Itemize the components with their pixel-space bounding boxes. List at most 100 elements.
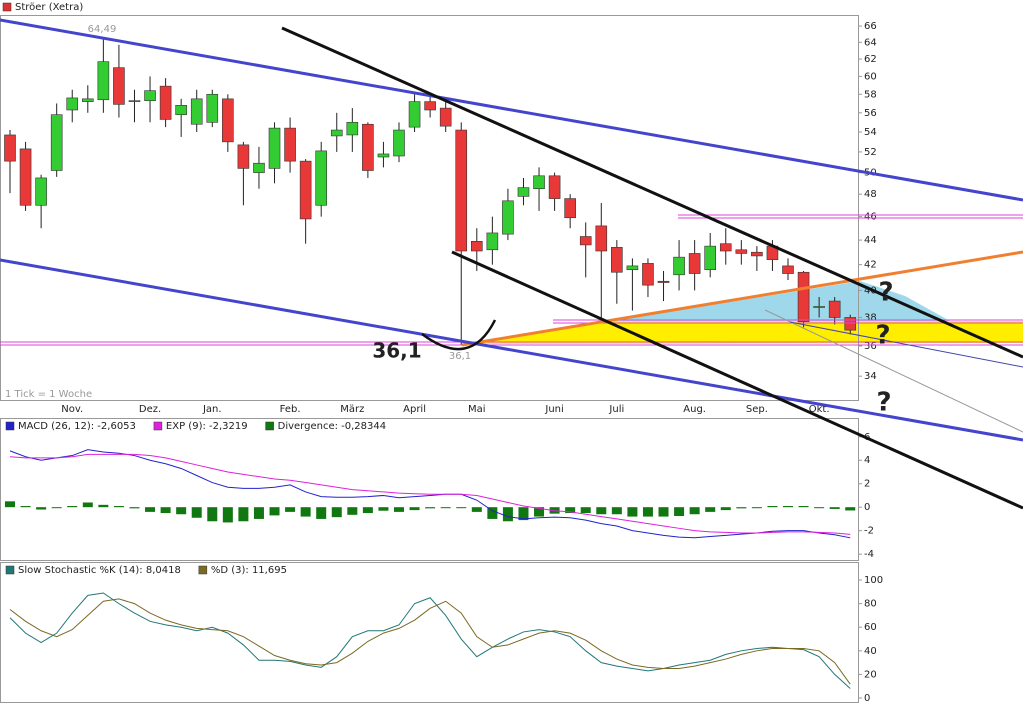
candle-body xyxy=(486,232,499,251)
orange-trend xyxy=(461,250,1023,347)
divergence-bar xyxy=(285,507,296,512)
divergence-bar xyxy=(5,501,15,508)
divergence-bar xyxy=(98,504,109,508)
candle-body xyxy=(66,97,79,111)
candle-body xyxy=(719,243,732,252)
candle-body xyxy=(813,306,825,308)
divergence-bar xyxy=(627,507,638,517)
legend-bg xyxy=(1,419,561,433)
note: 1 Tick = 1 Woche xyxy=(5,389,92,400)
legend-swatch xyxy=(265,421,274,431)
series-line xyxy=(9,592,851,689)
candle-body xyxy=(268,127,281,169)
x-tick-label: Dez. xyxy=(139,404,161,415)
thin-line xyxy=(789,321,1023,368)
divergence-bar xyxy=(269,507,280,516)
y-tick-label: 4 xyxy=(864,455,870,466)
legend-label: MACD (26, 12): -2,6053 xyxy=(18,421,136,432)
candle-body xyxy=(284,127,296,162)
chart-title: Ströer (Xetra) xyxy=(15,2,83,13)
trend-lines: 36,1 64,49 36,1??? xyxy=(0,18,1023,510)
candle-body xyxy=(797,271,810,322)
candle-body xyxy=(657,280,670,283)
legend-label: Slow Stochastic %K (14): 8,0418 xyxy=(18,565,181,576)
annotation: ? xyxy=(878,278,893,308)
candle-body xyxy=(470,240,483,252)
candle-body xyxy=(19,148,32,206)
divergence-bar xyxy=(145,507,156,512)
candle-body xyxy=(299,160,312,220)
y-tick-label: 20 xyxy=(864,669,877,680)
y-tick-label: 48 xyxy=(864,189,877,200)
divergence-bar xyxy=(129,507,140,509)
divergence-bar xyxy=(160,507,171,514)
y-tick-label: 36 xyxy=(864,341,877,352)
y-tick-label: 64 xyxy=(864,37,877,48)
series-line xyxy=(9,449,851,539)
annotation: ? xyxy=(875,321,890,351)
y-tick-label: 52 xyxy=(864,147,877,158)
candle-body xyxy=(113,67,125,105)
y-tick-label: 54 xyxy=(864,127,877,138)
y-tick-label: 58 xyxy=(864,89,877,100)
divergence-bar xyxy=(222,507,233,523)
candle-body xyxy=(439,107,452,127)
divergence-bar xyxy=(845,507,856,511)
candle-body xyxy=(455,129,468,252)
divergence-bar xyxy=(705,507,716,512)
divergence-bar xyxy=(814,507,825,509)
y-tick-label: 42 xyxy=(864,260,877,271)
legend-swatch xyxy=(198,565,208,575)
divergence-bar xyxy=(425,507,436,509)
divergence-bar xyxy=(253,507,264,519)
divergence-bar xyxy=(409,507,420,511)
divergence-bar xyxy=(611,507,622,515)
candle-body xyxy=(346,122,359,136)
candle-body xyxy=(222,98,234,143)
candle-body xyxy=(828,300,841,318)
x-tick-label: Jan. xyxy=(202,404,222,415)
divergence-bar xyxy=(36,507,47,510)
y-tick-label: 60 xyxy=(864,622,877,633)
divergence-bar xyxy=(471,507,482,512)
thin-line xyxy=(764,309,1023,433)
series-line xyxy=(9,598,851,685)
divergence-bar xyxy=(751,507,762,509)
divergence-bar xyxy=(487,507,498,519)
y-tick-label: 100 xyxy=(864,575,883,586)
legend-label: Divergence: -0,28344 xyxy=(278,421,386,432)
divergence-bar xyxy=(456,507,467,509)
candle-body xyxy=(704,245,717,271)
divergence-bar xyxy=(378,507,389,511)
annotation: 36,1 xyxy=(372,339,421,363)
candle-body xyxy=(315,150,328,206)
divergence-bar xyxy=(689,507,700,515)
candle-body xyxy=(253,162,265,173)
divergence-bar xyxy=(316,507,327,519)
annotation: ? xyxy=(876,388,891,418)
divergence-bar xyxy=(783,506,793,508)
candle-body xyxy=(362,123,374,171)
candle-body xyxy=(751,251,763,257)
candle-body xyxy=(642,263,654,286)
channel-line xyxy=(0,258,1023,442)
divergence-bar xyxy=(347,507,358,515)
x-tick-label: Mai xyxy=(468,404,486,415)
divergence-bar xyxy=(596,507,607,515)
y-tick-label: 40 xyxy=(864,646,877,657)
candle-body xyxy=(579,236,592,246)
candle-body xyxy=(688,253,701,274)
divergence-bar xyxy=(565,507,576,514)
divergence-bar xyxy=(767,506,778,508)
candle-body xyxy=(50,114,63,171)
divergence-bar xyxy=(829,507,840,509)
x-tick-label: Feb. xyxy=(280,404,301,415)
candle-body xyxy=(408,101,421,128)
price-frame xyxy=(0,15,859,401)
bottom-arc xyxy=(421,319,497,351)
x-tick-label: Juli xyxy=(608,404,624,415)
divergence-bar xyxy=(67,506,78,508)
candle-body xyxy=(159,85,172,120)
divergence-bar xyxy=(440,507,451,509)
x-tick-label: Aug. xyxy=(683,404,706,415)
